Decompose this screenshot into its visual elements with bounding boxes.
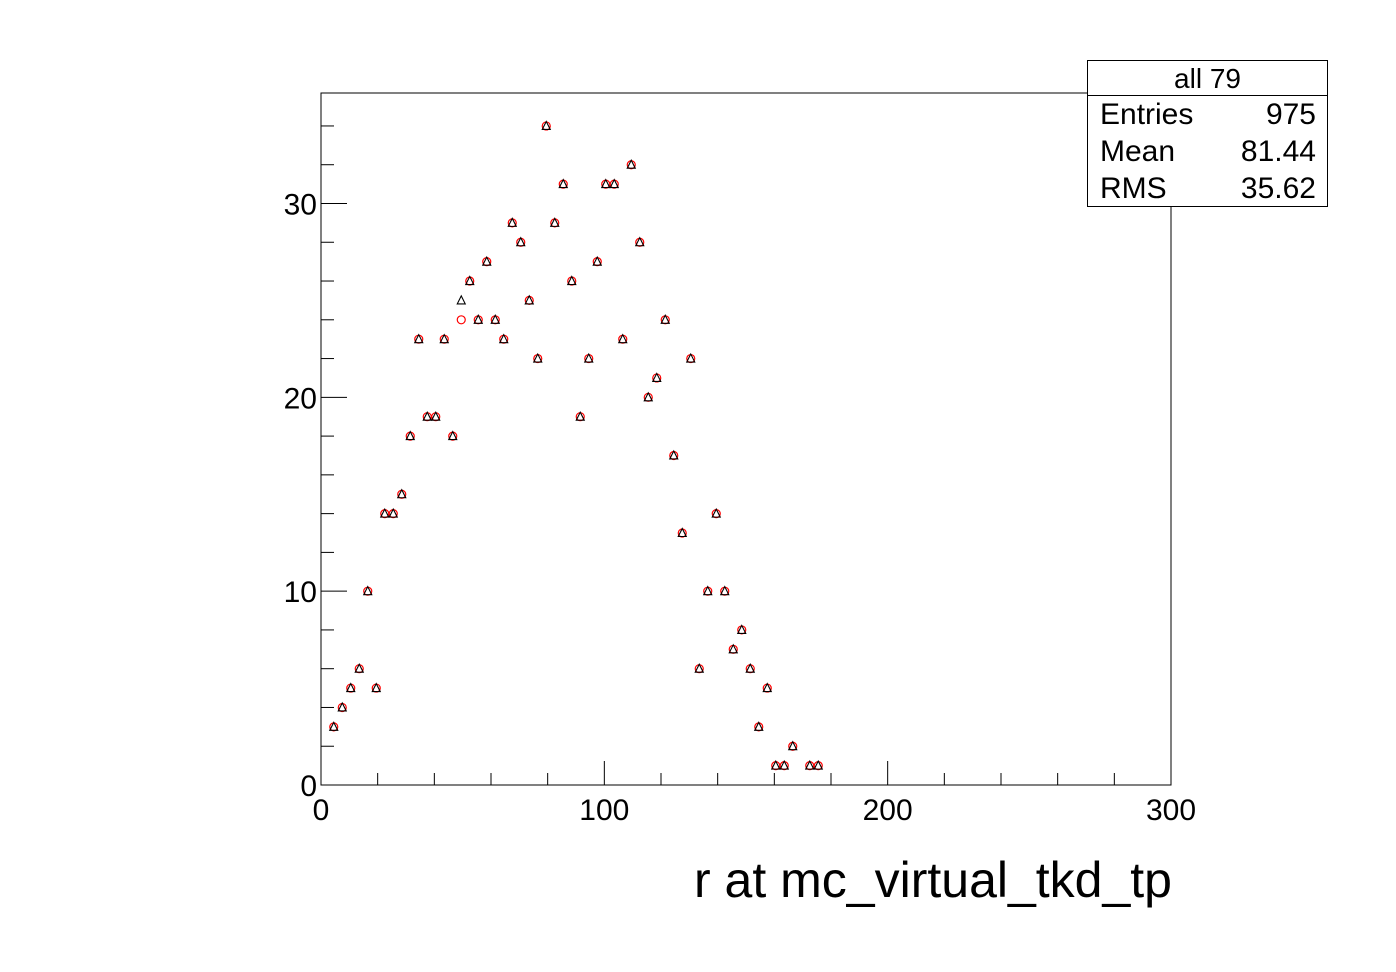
data-point-triangle [396, 488, 407, 499]
data-point-triangle [371, 682, 382, 693]
y-tick-label: 0 [300, 770, 317, 803]
x-axis-title: r at mc_virtual_tkd_tp [694, 852, 1172, 908]
data-point-triangle [456, 294, 467, 305]
data-point-triangle [685, 352, 696, 363]
data-point-triangle [668, 449, 679, 460]
axis-ticks [320, 125, 1172, 786]
stats-label: RMS [1100, 172, 1167, 205]
data-point-triangle [728, 643, 739, 654]
data-point-triangle [804, 759, 815, 770]
data-point-triangle [694, 662, 705, 673]
y-tick-label: 30 [284, 188, 317, 221]
data-point-triangle [643, 391, 654, 402]
data-point-triangle [762, 682, 773, 693]
data-point-triangle [481, 255, 492, 266]
data-point-triangle [490, 314, 501, 324]
data-point-triangle [515, 236, 526, 247]
data-point-triangle [566, 275, 577, 286]
data-point-triangle [813, 759, 824, 770]
data-point-triangle [507, 217, 518, 227]
y-tick-label: 10 [284, 576, 317, 609]
data-point-triangle [345, 682, 356, 693]
data-point-triangle [575, 410, 586, 421]
x-tick-label: 0 [313, 794, 330, 827]
stats-label: Mean [1100, 135, 1176, 168]
stats-row-mean: Mean 81.44 [1088, 133, 1327, 170]
data-point-triangle [532, 352, 543, 363]
data-point-triangle [677, 527, 688, 538]
data-point-circle [456, 315, 466, 325]
data-point-triangle [745, 662, 756, 673]
data-point-triangle [549, 217, 560, 227]
x-tick-label: 100 [579, 794, 629, 827]
stats-title: all 79 [1088, 61, 1327, 96]
data-point-triangle [447, 430, 458, 441]
stats-row-rms: RMS 35.62 [1088, 170, 1327, 207]
data-point-triangle [413, 333, 424, 344]
data-point-triangle [626, 158, 637, 169]
data-point-triangle [337, 701, 348, 712]
data-point-triangle [405, 430, 416, 441]
data-point-triangle [541, 120, 552, 131]
data-point-triangle [617, 333, 628, 344]
data-point-triangle [711, 507, 722, 518]
stats-row-entries: Entries 975 [1088, 96, 1327, 133]
data-point-triangle [439, 333, 450, 344]
data-point-triangle [702, 585, 713, 596]
data-point-triangle [498, 333, 509, 344]
data-point-triangle [464, 275, 475, 286]
x-tick-label: 200 [863, 794, 913, 827]
data-point-triangle [362, 585, 373, 596]
data-point-triangle [660, 314, 671, 324]
data-point-triangle [770, 759, 781, 770]
stats-label: Entries [1100, 98, 1194, 131]
data-point-triangle [609, 178, 620, 189]
data-point-triangle [600, 178, 611, 189]
data-point-triangle [787, 740, 798, 751]
data-point-triangle [328, 721, 339, 731]
plot-frame [320, 92, 1172, 786]
stats-value: 35.62 [1240, 172, 1316, 205]
data-point-triangle [583, 352, 594, 363]
data-point-triangle [354, 662, 365, 673]
data-point-triangle [651, 372, 662, 382]
y-tick-label: 20 [284, 382, 317, 415]
stats-value: 975 [1265, 98, 1316, 131]
data-point-triangle [736, 624, 747, 634]
stats-box: all 79 Entries 975 Mean 81.44 RMS 35.62 [1087, 60, 1328, 207]
data-point-triangle [473, 314, 484, 324]
data-point-triangle [779, 759, 790, 770]
axis-tick-labels: 0 100 200 300 0 10 20 30 [284, 188, 1196, 827]
data-point-triangle [430, 410, 441, 421]
data-point-triangle [719, 585, 730, 596]
data-point-triangle [388, 507, 399, 518]
data-point-triangle [524, 294, 535, 305]
data-point-triangle [422, 410, 433, 421]
data-point-triangle [592, 255, 603, 266]
data-point-triangle [634, 236, 645, 247]
data-markers [328, 120, 824, 771]
data-point-triangle [558, 178, 569, 189]
data-point-triangle [753, 721, 764, 731]
data-point-triangle [379, 507, 390, 518]
stats-value: 81.44 [1240, 135, 1316, 168]
x-tick-label: 300 [1146, 794, 1196, 827]
